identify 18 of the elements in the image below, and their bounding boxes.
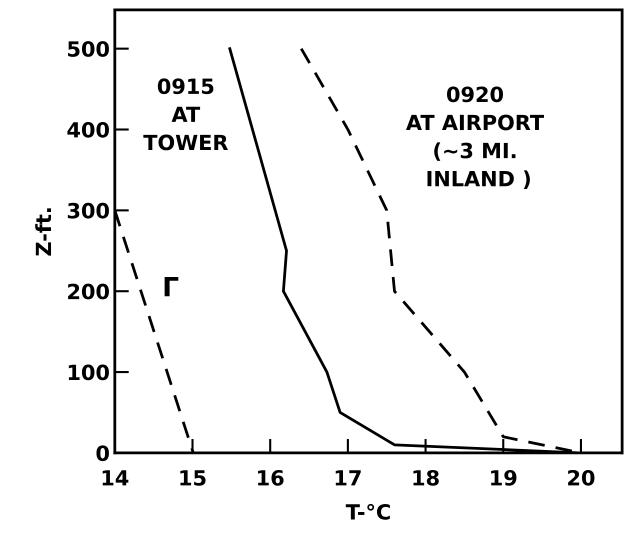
x-tick-label: 16 (258, 470, 284, 486)
x-tick-label: 17 (336, 470, 361, 486)
y-tick-label: 100 (68, 364, 109, 380)
y-tick-label: 300 (68, 202, 109, 219)
x-axis-title: T-°C (346, 504, 390, 520)
series-label: 0915 AT TOWER (143, 78, 228, 150)
x-tick-label: 18 (413, 470, 439, 486)
y-tick-label: 500 (68, 41, 109, 57)
y-tick-label: 200 (68, 284, 109, 300)
x-tick-label: 20 (568, 470, 594, 486)
series-label: Γ (164, 277, 178, 296)
y-axis-title: Z-ft. (35, 208, 52, 256)
series-label: 0920 AT AIRPORT (∼3 MI. INLAND ) (406, 86, 544, 189)
y-tick-label: 400 (67, 122, 109, 138)
x-tick-label: 14 (102, 470, 128, 486)
x-tick-label: 15 (180, 470, 206, 486)
y-tick-label: 0 (96, 445, 109, 462)
x-tick-label: 19 (491, 470, 516, 486)
